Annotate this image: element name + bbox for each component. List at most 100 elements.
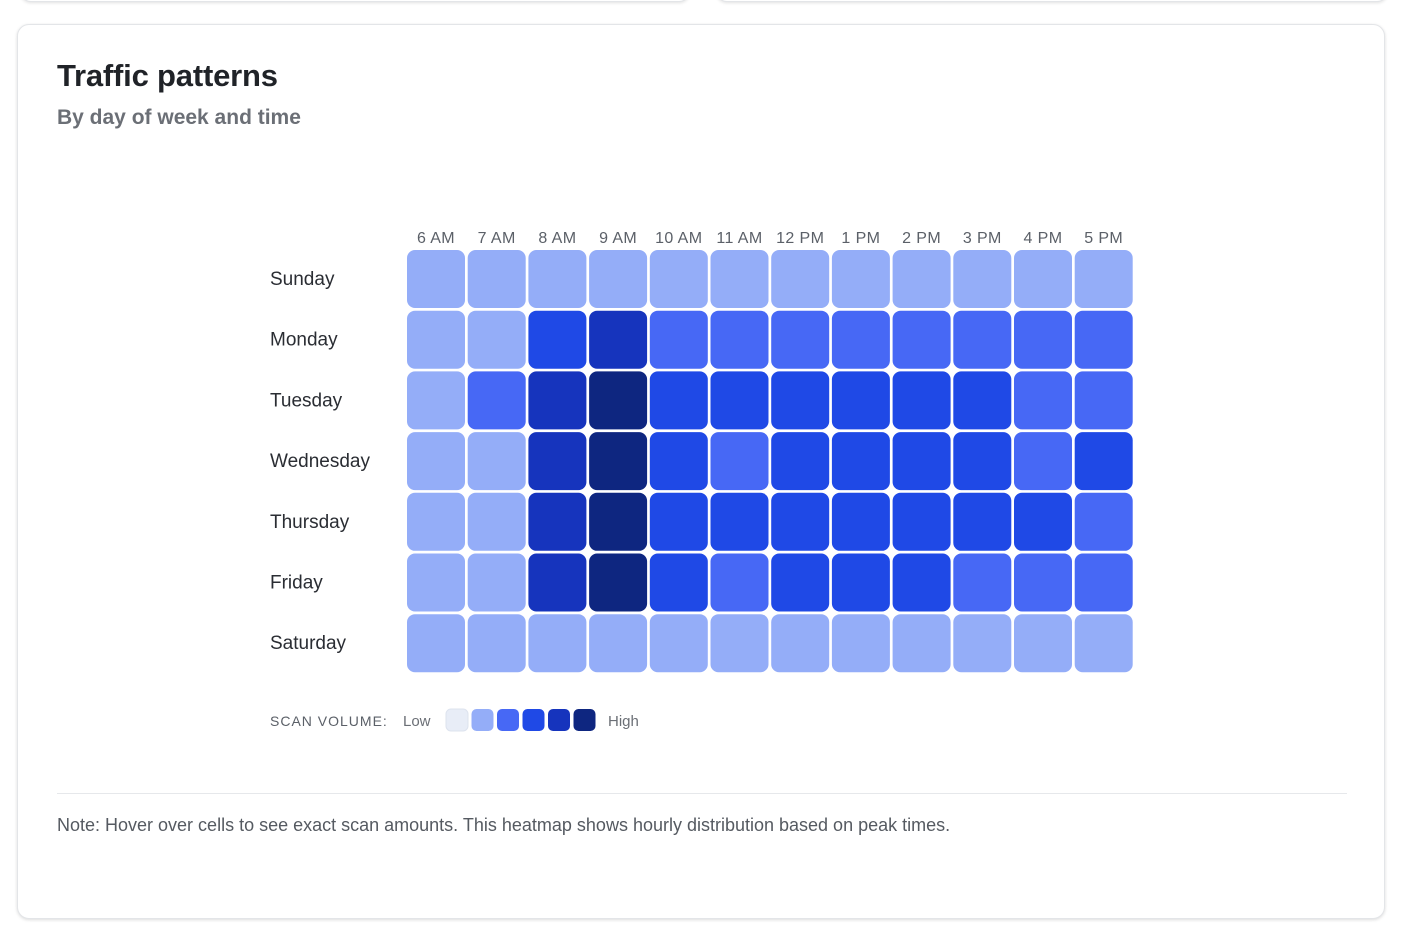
heatmap-cell[interactable]: Friday 7 AM bbox=[467, 553, 526, 612]
hour-label: 3 PM bbox=[963, 230, 1002, 247]
heatmap-cell[interactable]: Wednesday 6 AM bbox=[407, 432, 465, 491]
heatmap-cell[interactable]: Friday 4 PM bbox=[1014, 553, 1072, 612]
heatmap-cell[interactable]: Saturday 1 PM bbox=[831, 614, 890, 673]
day-label: Sunday bbox=[270, 269, 335, 290]
traffic-heatmap: 6 AM 7 AM 8 AM 9 AM 10 AM 11 AM 12 PM 1 PM 2 PM 3… bbox=[270, 230, 1133, 732]
heatmap-cell[interactable]: Sunday 2 PM bbox=[892, 250, 951, 308]
heatmap-cell[interactable]: Tuesday 12 PM bbox=[771, 371, 830, 430]
heatmap-cell[interactable]: Friday 10 AM bbox=[649, 553, 708, 612]
heatmap-cell[interactable]: Friday 11 AM bbox=[710, 553, 769, 612]
heatmap-cell[interactable]: Monday 10 AM bbox=[649, 310, 708, 369]
heatmap-cell[interactable]: Tuesday 6 AM bbox=[407, 371, 465, 430]
hour-label: 7 AM bbox=[478, 230, 516, 247]
heatmap-cell[interactable]: Thursday 5 PM bbox=[1074, 492, 1133, 551]
divider bbox=[57, 793, 1347, 794]
heatmap-cell[interactable]: Wednesday 7 AM bbox=[467, 432, 526, 491]
heatmap-cell[interactable]: Sunday 11 AM bbox=[710, 250, 769, 308]
heatmap-cell[interactable]: Sunday 8 AM bbox=[528, 250, 587, 308]
heatmap-cell[interactable]: Wednesday 8 AM bbox=[528, 432, 587, 491]
heatmap-cell[interactable]: Wednesday 5 PM bbox=[1074, 432, 1133, 491]
heatmap-cell[interactable]: Tuesday 8 AM bbox=[528, 371, 587, 430]
heatmap-cell[interactable]: Saturday 12 PM bbox=[771, 614, 830, 673]
heatmap-cell[interactable]: Saturday 9 AM bbox=[589, 614, 648, 673]
heatmap-cell[interactable]: Thursday 7 AM bbox=[467, 492, 526, 551]
heatmap-cell[interactable]: Friday 9 AM bbox=[589, 553, 648, 612]
legend-swatch bbox=[522, 709, 545, 731]
heatmap-cell[interactable]: Saturday 3 PM bbox=[953, 614, 1012, 673]
heatmap-cell[interactable]: Thursday 3 PM bbox=[953, 492, 1012, 551]
day-label: Thursday bbox=[270, 512, 350, 533]
heatmap-cell[interactable]: Wednesday 10 AM bbox=[649, 432, 708, 491]
heatmap-cell[interactable]: Monday 2 PM bbox=[892, 310, 951, 369]
heatmap-cell[interactable]: Thursday 8 AM bbox=[528, 492, 587, 551]
heatmap-cell[interactable]: Saturday 7 AM bbox=[467, 614, 526, 673]
heatmap-cell[interactable]: Thursday 12 PM bbox=[771, 492, 830, 551]
heatmap-cell[interactable]: Thursday 9 AM bbox=[589, 492, 648, 551]
traffic-patterns-card: Traffic patterns By day of week and time… bbox=[17, 24, 1385, 919]
heatmap-cell[interactable]: Wednesday 2 PM bbox=[892, 432, 951, 491]
heatmap-cell[interactable]: Saturday 6 AM bbox=[407, 614, 465, 673]
heatmap-cell[interactable]: Tuesday 9 AM bbox=[589, 371, 648, 430]
heatmap-cell[interactable]: Sunday 4 PM bbox=[1014, 250, 1072, 308]
heatmap-cell[interactable]: Sunday 6 AM bbox=[407, 250, 465, 308]
heatmap-cell[interactable]: Saturday 11 AM bbox=[710, 614, 769, 673]
heatmap-cell[interactable]: Monday 3 PM bbox=[953, 310, 1012, 369]
heatmap-cell[interactable]: Friday 6 AM bbox=[407, 553, 465, 612]
heatmap-cell[interactable]: Wednesday 11 AM bbox=[710, 432, 769, 491]
heatmap-cell[interactable]: Wednesday 9 AM bbox=[589, 432, 648, 491]
heatmap-cell[interactable]: Wednesday 3 PM bbox=[953, 432, 1012, 491]
heatmap-cell[interactable]: Wednesday 1 PM bbox=[831, 432, 890, 491]
hour-label: 5 PM bbox=[1084, 230, 1123, 247]
heatmap-cell[interactable]: Wednesday 12 PM bbox=[771, 432, 830, 491]
heatmap-cell[interactable]: Tuesday 7 AM bbox=[467, 371, 526, 430]
heatmap-cell[interactable]: Friday 5 PM bbox=[1074, 553, 1133, 612]
heatmap-cell[interactable]: Tuesday 10 AM bbox=[649, 371, 708, 430]
heatmap-cell[interactable]: Saturday 2 PM bbox=[892, 614, 951, 673]
heatmap-cell[interactable]: Monday 11 AM bbox=[710, 310, 769, 369]
heatmap-cell[interactable]: Wednesday 4 PM bbox=[1014, 432, 1072, 491]
heatmap-cell[interactable]: Friday 1 PM bbox=[831, 553, 890, 612]
heatmap-cell[interactable]: Sunday 5 PM bbox=[1074, 250, 1133, 308]
heatmap-cell[interactable]: Thursday 10 AM bbox=[649, 492, 708, 551]
heatmap-cell[interactable]: Tuesday 1 PM bbox=[831, 371, 890, 430]
heatmap-cell[interactable]: Thursday 11 AM bbox=[710, 492, 769, 551]
heatmap-cell[interactable]: Monday 12 PM bbox=[771, 310, 830, 369]
heatmap-cell[interactable]: Thursday 4 PM bbox=[1014, 492, 1072, 551]
day-label: Friday bbox=[270, 573, 323, 594]
heatmap-cell[interactable]: Saturday 4 PM bbox=[1014, 614, 1072, 673]
heatmap-cell[interactable]: Sunday 10 AM bbox=[649, 250, 708, 308]
hour-label: 9 AM bbox=[599, 230, 637, 247]
heatmap-cell[interactable]: Monday 9 AM bbox=[589, 310, 648, 369]
heatmap-cell[interactable]: Monday 6 AM bbox=[407, 310, 465, 369]
heatmap-cell[interactable]: Tuesday 5 PM bbox=[1074, 371, 1133, 430]
heatmap-cell[interactable]: Sunday 9 AM bbox=[589, 250, 648, 308]
heatmap-cell[interactable]: Thursday 1 PM bbox=[831, 492, 890, 551]
heatmap-note: Note: Hover over cells to see exact scan… bbox=[57, 815, 951, 835]
heatmap-cell[interactable]: Monday 1 PM bbox=[831, 310, 890, 369]
heatmap-cell[interactable]: Friday 8 AM bbox=[528, 553, 587, 612]
heatmap-cell[interactable]: Sunday 7 AM bbox=[467, 250, 526, 308]
heatmap-cell[interactable]: Sunday 1 PM bbox=[831, 250, 890, 308]
heatmap-cell[interactable]: Tuesday 11 AM bbox=[710, 371, 769, 430]
heatmap-cell[interactable]: Saturday 5 PM bbox=[1074, 614, 1133, 673]
day-label: Saturday bbox=[270, 633, 347, 654]
heatmap-cell[interactable]: Monday 4 PM bbox=[1014, 310, 1072, 369]
heatmap-cell[interactable]: Monday 5 PM bbox=[1074, 310, 1133, 369]
heatmap-cell[interactable]: Saturday 8 AM bbox=[528, 614, 587, 673]
heatmap-cell[interactable]: Thursday 2 PM bbox=[892, 492, 951, 551]
heatmap-cell[interactable]: Monday 8 AM bbox=[528, 310, 587, 369]
heatmap-cell[interactable]: Friday 12 PM bbox=[771, 553, 830, 612]
heatmap-cell[interactable]: Thursday 6 AM bbox=[407, 492, 465, 551]
heatmap-cell[interactable]: Tuesday 2 PM bbox=[892, 371, 951, 430]
heatmap-cell[interactable]: Sunday 12 PM bbox=[771, 250, 830, 308]
card-title: Traffic patterns bbox=[57, 58, 278, 93]
heatmap-cell[interactable]: Friday 3 PM bbox=[953, 553, 1012, 612]
hour-label: 2 PM bbox=[902, 230, 941, 247]
heatmap-cell[interactable]: Sunday 3 PM bbox=[953, 250, 1012, 308]
heatmap-cell[interactable]: Tuesday 3 PM bbox=[953, 371, 1012, 430]
heatmap-cell[interactable]: Saturday 10 AM bbox=[649, 614, 708, 673]
heatmap-cell[interactable]: Friday 2 PM bbox=[892, 553, 951, 612]
hour-label: 10 AM bbox=[655, 230, 702, 247]
heatmap-cell[interactable]: Monday 7 AM bbox=[467, 310, 526, 369]
heatmap-cell[interactable]: Tuesday 4 PM bbox=[1014, 371, 1072, 430]
